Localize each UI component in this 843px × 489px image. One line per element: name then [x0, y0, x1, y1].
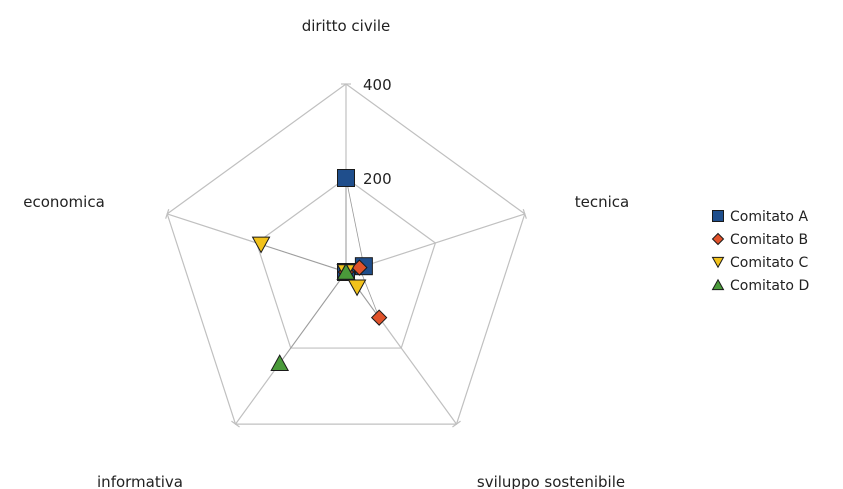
series-3-point-5 [251, 236, 271, 254]
axis-spoke-2 [345, 213, 525, 273]
axis-label-5: economica [23, 193, 105, 211]
axis-end-tick-4 [231, 420, 240, 428]
legend-label-3: Comitato C [730, 255, 808, 271]
axis-end-tick-2 [522, 208, 527, 219]
tick-labels: 200 400 [363, 76, 392, 188]
data-points [251, 169, 388, 371]
grid-ring-1 [255, 177, 437, 349]
legend-marker-1 [712, 210, 724, 222]
series-outline-4 [279, 271, 347, 364]
axis-end-tick-3 [452, 420, 461, 428]
legend-label-1: Comitato A [730, 209, 808, 225]
series-3-point-3 [347, 279, 367, 297]
axis-label-2: tecnica [575, 193, 629, 211]
series-2-point-3 [370, 309, 388, 326]
legend-marker-4 [711, 278, 725, 291]
series-4-point-5 [336, 262, 356, 280]
tick-label-400: 400 [363, 76, 392, 94]
legend: Comitato A Comitato B Comitato C Comitato D [711, 209, 809, 294]
axis-label-4: informativa [97, 473, 183, 489]
legend-marker-2 [711, 232, 725, 246]
series-4-point-4 [270, 354, 290, 371]
grid-ring-2 [166, 83, 526, 425]
axis-label-1: diritto civile [302, 17, 391, 35]
series-1-point-1 [337, 169, 355, 187]
axis-end-tick-5 [165, 208, 170, 219]
axis-label-3: sviluppo sostenibile [477, 473, 625, 489]
axis-labels: diritto civile tecnica sviluppo sostenibil… [23, 17, 629, 489]
legend-label-2: Comitato B [730, 232, 808, 248]
legend-marker-3 [711, 256, 725, 269]
tick-label-200: 200 [363, 170, 392, 188]
legend-label-4: Comitato D [730, 278, 809, 294]
